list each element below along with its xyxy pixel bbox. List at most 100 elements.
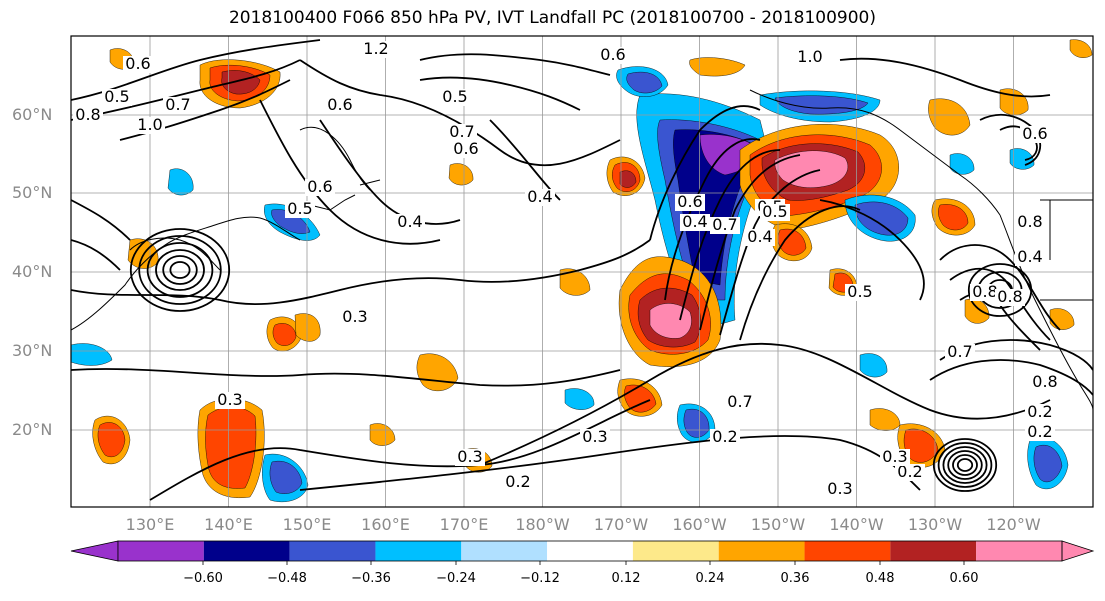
contour-label-bg	[725, 394, 755, 411]
contour-label-bg	[845, 284, 875, 301]
colorbar-segment	[718, 541, 805, 561]
contour-label-bg	[123, 56, 153, 73]
contour-label-bg	[995, 289, 1025, 306]
pv-anomaly-patch	[416, 353, 459, 392]
longitude-label: 170°E	[439, 515, 489, 534]
contour-label-bg	[340, 309, 370, 326]
contour-ring	[155, 249, 205, 291]
pv-anomaly-patch	[205, 406, 257, 489]
contour-label-bg	[102, 89, 132, 106]
contour-line	[259, 99, 441, 245]
contour-label-bg	[945, 344, 975, 361]
contour-line	[71, 199, 131, 241]
contour-label: 0.6	[453, 139, 478, 158]
pv-anomaly-patch	[221, 70, 261, 95]
contour-label: 0.2	[1027, 422, 1052, 441]
contour-line	[739, 205, 861, 341]
contour-label: 0.7	[947, 342, 972, 361]
pv-anomaly-patch	[564, 388, 595, 410]
contour-label-bg	[895, 464, 925, 481]
contour-label-bg	[395, 214, 425, 231]
colorbar-tick-label: −0.48	[267, 571, 307, 586]
ivt-contours	[71, 39, 1093, 501]
contour-label: 0.6	[677, 192, 702, 211]
contour-ring	[956, 458, 974, 472]
contour-line	[649, 105, 761, 241]
colorbar-segment	[804, 541, 891, 561]
contour-line	[929, 359, 1093, 396]
contour-label: 0.2	[712, 427, 737, 446]
contour-label-bg	[970, 284, 1000, 301]
contour-label: 0.3	[827, 479, 852, 498]
contour-label-bg	[503, 474, 533, 491]
contour-line	[819, 199, 925, 301]
colorbar-segment	[547, 541, 633, 561]
contour-label-bg	[455, 449, 485, 466]
contour-line	[71, 59, 301, 121]
colorbar-segment	[375, 541, 462, 561]
colorbar-tick-label: 0.60	[949, 571, 979, 586]
contour-label: 0.6	[307, 177, 332, 196]
contour-ring	[952, 454, 978, 476]
latitude-label: 60°N	[12, 105, 53, 124]
contour-line	[419, 53, 611, 76]
contour-label: 0.7	[449, 122, 474, 141]
contour-label: 0.8	[997, 287, 1022, 306]
pv-anomaly-patch	[626, 71, 663, 94]
pv-anomaly-patch	[97, 422, 126, 458]
contour-ring	[129, 228, 231, 312]
contour-line	[939, 244, 1061, 331]
colorbar-tick-label: −0.12	[520, 571, 560, 586]
contour-label-bg	[440, 89, 470, 106]
pv-anomaly-patch	[949, 153, 975, 175]
pv-anomaly-patch	[869, 408, 901, 431]
contour-label-bg	[73, 107, 103, 124]
contour-ring	[138, 235, 222, 305]
contour-label-bg	[710, 429, 740, 446]
longitude-label: 120°W	[986, 515, 1041, 534]
contour-label: 0.3	[217, 390, 242, 409]
contour-label: 0.4	[397, 212, 422, 231]
colorbar-segment	[289, 541, 376, 561]
contour-label: 0.8	[1017, 212, 1042, 231]
contour-label-bg	[361, 41, 391, 58]
contour-label-bg	[795, 49, 825, 66]
latitude-label: 20°N	[12, 420, 53, 439]
colorbar-frame	[117, 540, 1063, 562]
contour-label: 1.2	[363, 39, 388, 58]
pv-anomaly-patch	[619, 170, 637, 188]
colorbar-tick-label: −0.60	[183, 571, 223, 586]
contour-label: 0.5	[104, 87, 129, 106]
colorbar-extend-right	[1061, 540, 1095, 562]
longitude-label: 180°W	[515, 515, 570, 534]
colorbar-tick-label: −0.24	[436, 571, 476, 586]
contour-label: 0.3	[882, 447, 907, 466]
contour-label-bg	[525, 189, 555, 206]
contour-label-bg	[598, 47, 628, 64]
pv-anomaly-patch	[167, 168, 194, 196]
contour-label: 0.7	[727, 392, 752, 411]
contour-label-bg	[760, 204, 790, 221]
contour-label-bg	[880, 449, 910, 466]
contour-label: 0.6	[1022, 124, 1047, 143]
contour-label-bg	[1020, 126, 1050, 143]
contour-ring	[169, 261, 191, 279]
pv-anomaly-patch	[559, 268, 591, 296]
contour-label-bg	[447, 124, 477, 141]
contour-ring	[146, 242, 214, 298]
contour-line	[479, 342, 1051, 466]
colorbar-segment	[976, 541, 1062, 561]
contour-label: 0.2	[505, 472, 530, 491]
contour-label-bg	[680, 214, 710, 231]
contour-label-bg	[710, 217, 740, 234]
contour-ring	[967, 263, 1033, 317]
pv-anomaly-patch	[938, 204, 969, 231]
contour-label: 0.3	[342, 307, 367, 326]
pv-anomaly-patch	[369, 423, 396, 446]
pv-anomaly-patch	[903, 428, 939, 463]
coastlines	[71, 89, 1093, 411]
contour-line	[71, 239, 121, 271]
contour-label: 1.0	[797, 47, 822, 66]
contour-label: 0.6	[600, 45, 625, 64]
pv-anomaly-patch	[774, 95, 869, 115]
